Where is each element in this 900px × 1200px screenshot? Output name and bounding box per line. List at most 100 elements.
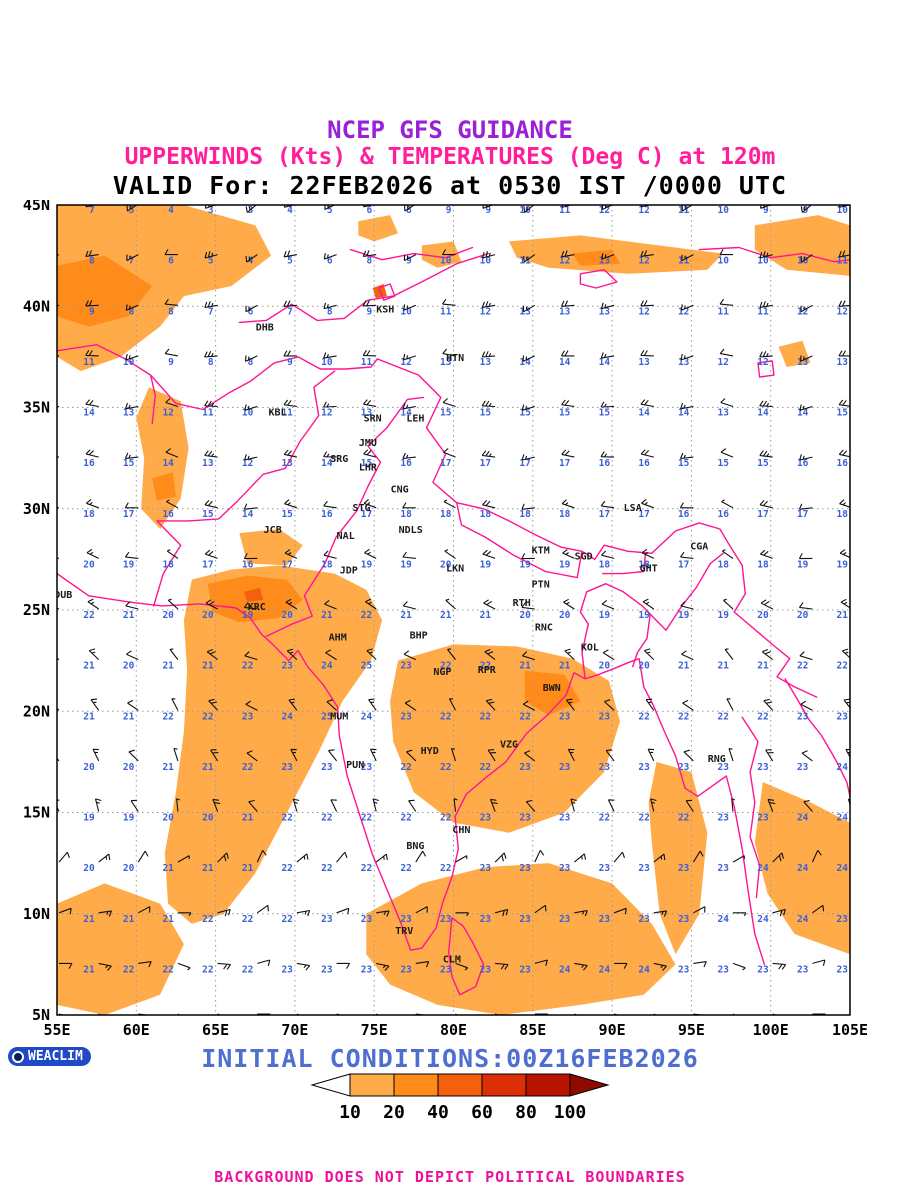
- temp-value: 23: [361, 964, 373, 975]
- wind-barb: [166, 499, 179, 509]
- temp-value: 17: [281, 559, 292, 570]
- station-label: DHB: [256, 323, 274, 334]
- temp-value: 22: [480, 711, 491, 722]
- temp-value: 23: [678, 762, 690, 773]
- wind-barb: [124, 452, 139, 460]
- wind-barb: [415, 906, 428, 914]
- temp-value: 9: [763, 205, 769, 216]
- temp-value: 15: [837, 408, 849, 419]
- colorbar-legend: 10 20 40 60 80 100: [310, 1073, 610, 1123]
- wind-barb: [645, 698, 655, 711]
- wind-barb: [204, 400, 218, 408]
- wind-barb: [296, 853, 309, 863]
- temp-value: 11: [559, 205, 571, 216]
- temp-value: 23: [321, 964, 333, 975]
- wind-barb: [443, 499, 456, 509]
- temp-value: 19: [44, 863, 56, 874]
- temp-value: 13: [599, 306, 611, 317]
- station-label: TRV: [395, 926, 413, 937]
- temp-value: 8: [129, 306, 135, 317]
- temp-value: 23: [400, 661, 412, 672]
- temp-value: 10: [519, 205, 531, 216]
- lon-tick-label: 105E: [832, 1021, 868, 1039]
- temp-value: 19: [837, 559, 849, 570]
- wind-barb: [403, 254, 417, 262]
- temp-value: 23: [757, 813, 769, 824]
- temp-value: 23: [638, 863, 650, 874]
- temp-value: 22: [321, 813, 332, 824]
- temp-value: 23: [400, 1015, 412, 1026]
- temp-value: 9: [446, 205, 452, 216]
- temp-value: 22: [757, 711, 768, 722]
- wind-barb: [522, 651, 535, 661]
- temp-value: 23: [797, 964, 809, 975]
- temp-value: 21: [162, 661, 174, 672]
- wind-barb: [406, 749, 417, 762]
- station-label: CHN: [452, 825, 470, 836]
- temp-value: 11: [757, 306, 769, 317]
- wind-barb: [169, 648, 179, 660]
- wind-barb: [642, 598, 655, 610]
- station-label: HYD: [421, 746, 439, 757]
- station-labels: DHB KSH HTN KBL SRN LEH JMU SRG LHR CNG STG JCB NAL N…: [57, 304, 726, 965]
- wind-barb: [724, 648, 734, 660]
- temp-value: 20: [559, 610, 571, 621]
- wind-barb: [375, 853, 388, 863]
- station-label: KOL: [581, 643, 599, 654]
- wind-barb: [682, 699, 694, 711]
- temp-value: 13: [519, 306, 531, 317]
- temp-value: 23: [281, 661, 293, 672]
- wind-barb: [812, 959, 826, 966]
- station-label: CNG: [391, 485, 409, 496]
- temp-value: 20: [123, 661, 135, 672]
- wind-barb: [719, 249, 733, 256]
- wind-barb: [167, 598, 179, 610]
- temp-value: 24: [321, 661, 333, 672]
- wind-barb: [600, 302, 615, 310]
- temp-value: 21: [202, 762, 214, 773]
- station-label: NAL: [337, 531, 355, 542]
- wind-barb: [403, 650, 417, 661]
- temp-value: 22: [242, 964, 253, 975]
- wind-barb: [561, 499, 575, 509]
- station-label: JCB: [264, 525, 282, 536]
- temp-value: 16: [797, 458, 809, 469]
- temp-value: 20: [281, 610, 293, 621]
- wind-barb: [679, 452, 694, 460]
- shaded-region: [366, 863, 676, 1015]
- temp-value: 23: [321, 762, 333, 773]
- temp-value: 22: [797, 1015, 808, 1026]
- wind-barb: [402, 452, 416, 460]
- wind-barb: [85, 300, 99, 307]
- wind-barb: [692, 850, 704, 863]
- temp-value: 12: [400, 357, 411, 368]
- wind-barb: [564, 648, 575, 661]
- wind-barb: [602, 649, 615, 661]
- temp-value: 24: [757, 863, 769, 874]
- shaded-region: [57, 205, 272, 372]
- station-label: KSH: [376, 304, 394, 315]
- temp-value: 12: [797, 306, 808, 317]
- boundary-path: [265, 396, 425, 637]
- temp-value: 9: [89, 306, 95, 317]
- temp-value: 22: [638, 711, 649, 722]
- wind-barb: [164, 298, 178, 306]
- wind-barb: [362, 399, 377, 408]
- colorbar-tick-label: 40: [427, 1102, 449, 1123]
- temp-value: 14: [559, 357, 571, 368]
- lon-tick-label: 70E: [281, 1021, 308, 1039]
- temp-value: 21: [123, 914, 135, 925]
- temp-value: 24: [837, 863, 849, 874]
- temp-value: 23: [718, 964, 730, 975]
- wind-barb: [798, 503, 813, 510]
- wind-barb: [641, 498, 654, 509]
- temp-value: 20: [83, 559, 95, 570]
- wind-barb: [86, 498, 99, 509]
- shaded-region: [648, 761, 708, 955]
- shaded-region: [754, 782, 850, 955]
- wind-barb: [607, 799, 615, 812]
- station-label: BHP: [410, 630, 428, 641]
- boundary-path: [784, 678, 850, 797]
- temp-value: 18: [837, 509, 849, 520]
